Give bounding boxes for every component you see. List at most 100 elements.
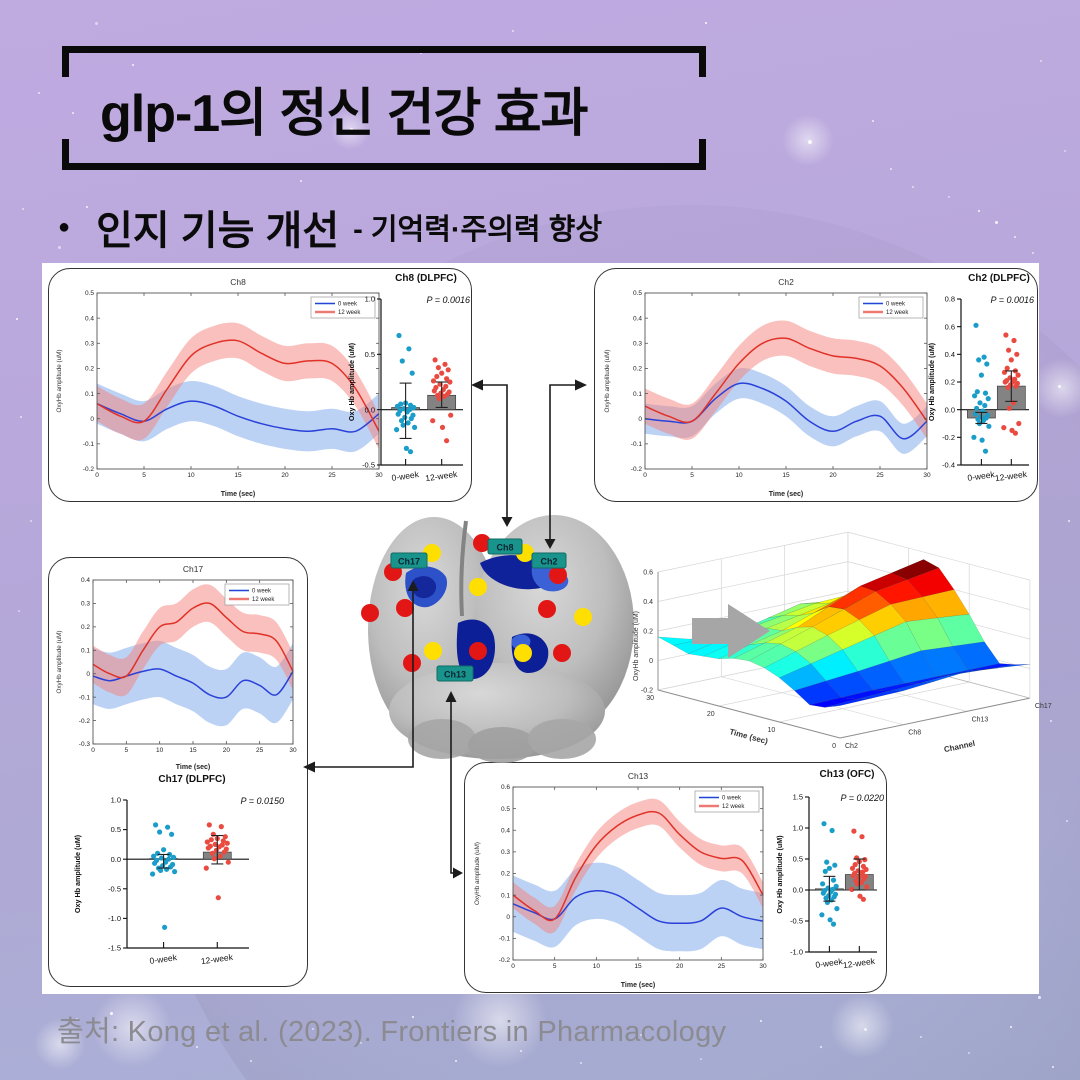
svg-text:30: 30 xyxy=(289,747,297,754)
svg-text:0: 0 xyxy=(649,658,653,665)
svg-text:0: 0 xyxy=(91,747,95,754)
title-frame: glp-1의 정신 건강 효과 xyxy=(62,46,706,170)
chevron-right-icon xyxy=(692,604,770,658)
svg-text:20: 20 xyxy=(281,472,289,479)
svg-text:-0.1: -0.1 xyxy=(79,694,91,701)
svg-text:12 week: 12 week xyxy=(886,310,909,316)
svg-text:0.2: 0.2 xyxy=(501,871,510,878)
svg-text:0.1: 0.1 xyxy=(501,892,510,899)
svg-text:Ch2: Ch2 xyxy=(845,743,858,750)
svg-text:0: 0 xyxy=(643,472,647,479)
panel-ch17: 0.4 0.3 0.2 0.1 0 -0.1 -0.2 -0.3 0 5 10 15 20 25 30 Ch1… xyxy=(48,557,308,987)
svg-text:-0.1: -0.1 xyxy=(83,441,95,448)
svg-text:0: 0 xyxy=(90,416,94,423)
svg-text:0: 0 xyxy=(638,416,642,423)
svg-text:12-week: 12-week xyxy=(842,956,876,970)
svg-text:OxyHb amplitude (uM): OxyHb amplitude (uM) xyxy=(56,631,63,694)
svg-text:-0.2: -0.2 xyxy=(79,718,91,725)
svg-text:-0.2: -0.2 xyxy=(499,957,511,964)
chip-ch8: Ch8 xyxy=(496,543,513,553)
svg-text:0: 0 xyxy=(95,472,99,479)
svg-text:10: 10 xyxy=(156,747,164,754)
arrow-to-ch13-panel xyxy=(450,701,453,874)
svg-text:12 week: 12 week xyxy=(252,597,275,603)
chart-ch8-timeseries: 0.50.40.30.20.10-0.1-0.20 5 10 15 20 25 30Ch8T… xyxy=(56,277,383,498)
svg-text:-0.5: -0.5 xyxy=(790,917,803,926)
panel-ch8: 0.5 0.4 0.3 0.2 0.1 0 -0.1 -0.2 0 5 10 15 20 25 30 Ch8 T… xyxy=(48,268,472,502)
chart-3d-surface: 0.60.40.20-0.20102030Ch2Ch8Ch13Ch17Time … xyxy=(633,531,1052,754)
svg-text:10: 10 xyxy=(187,472,195,479)
svg-text:15: 15 xyxy=(234,472,242,479)
svg-text:Ch8: Ch8 xyxy=(908,730,921,737)
svg-text:10: 10 xyxy=(735,472,743,479)
svg-text:P = 0.0220: P = 0.0220 xyxy=(841,793,884,803)
svg-text:0.0: 0.0 xyxy=(945,405,955,414)
svg-text:-0.5: -0.5 xyxy=(362,461,375,470)
svg-text:0.5: 0.5 xyxy=(365,350,375,359)
svg-text:Oxy Hb amplitude (uM): Oxy Hb amplitude (uM) xyxy=(775,835,784,914)
svg-text:10: 10 xyxy=(593,963,601,970)
svg-text:20: 20 xyxy=(829,472,837,479)
svg-text:5: 5 xyxy=(125,747,129,754)
svg-text:OxyHb amplitude (uM): OxyHb amplitude (uM) xyxy=(474,842,481,905)
svg-text:Oxy Hb amplitude (uM): Oxy Hb amplitude (uM) xyxy=(73,834,82,913)
panel-ch2: 0.5 0.4 0.3 0.2 0.1 0 -0.1 -0.2 0 5 10 15 20 25 30 Ch2 T… xyxy=(594,268,1038,502)
chart-ch13-timeseries: 0.60.50.40.30.20.10-0.1-0.20 5 10 15 20 25 30C… xyxy=(474,771,767,989)
chip-ch2: Ch2 xyxy=(540,557,557,567)
svg-text:-0.1: -0.1 xyxy=(499,936,511,943)
svg-text:0.6: 0.6 xyxy=(501,784,510,791)
svg-text:0.2: 0.2 xyxy=(643,629,653,636)
svg-text:Ch8 (DLPFC): Ch8 (DLPFC) xyxy=(395,273,457,284)
svg-text:0.5: 0.5 xyxy=(111,825,121,834)
svg-text:Ch2: Ch2 xyxy=(778,277,794,287)
svg-text:0.4: 0.4 xyxy=(643,599,653,606)
svg-text:Oxy Hb amplitude (uM): Oxy Hb amplitude (uM) xyxy=(347,342,356,421)
svg-text:-0.1: -0.1 xyxy=(631,441,643,448)
svg-text:20: 20 xyxy=(223,747,231,754)
svg-text:0.0: 0.0 xyxy=(365,405,375,414)
svg-text:0 week: 0 week xyxy=(722,796,742,802)
svg-text:10: 10 xyxy=(768,727,776,734)
svg-text:-0.2: -0.2 xyxy=(641,688,653,695)
svg-text:0.2: 0.2 xyxy=(85,366,94,373)
connector-arrows xyxy=(303,379,770,879)
svg-text:12-week: 12-week xyxy=(200,952,234,966)
svg-text:P = 0.0016: P = 0.0016 xyxy=(427,295,470,305)
svg-text:-0.4: -0.4 xyxy=(942,461,955,470)
svg-text:Ch8: Ch8 xyxy=(230,277,246,287)
svg-text:15: 15 xyxy=(634,963,642,970)
svg-text:Ch13: Ch13 xyxy=(628,771,649,781)
svg-text:OxyHb amplitude (uM): OxyHb amplitude (uM) xyxy=(633,611,640,681)
svg-text:0.4: 0.4 xyxy=(81,577,90,584)
arrow-to-ch17-panel xyxy=(315,590,414,768)
svg-text:0.3: 0.3 xyxy=(85,340,94,347)
svg-text:0.4: 0.4 xyxy=(945,350,955,359)
chart-ch2-timeseries: 0.50.40.30.20.10-0.1-0.20 5 10 15 20 25 30Ch2T… xyxy=(604,277,931,498)
svg-text:Time (sec): Time (sec) xyxy=(621,982,656,989)
panel-ch13: 0.6 0.5 0.4 0.3 0.2 0.1 0 -0.1 -0.2 0 5 10 15 20 25 30 C… xyxy=(464,762,887,993)
svg-text:0.3: 0.3 xyxy=(633,340,642,347)
bullet-sub-text: - 기억력·주의력 향상 xyxy=(353,214,602,246)
svg-text:0.5: 0.5 xyxy=(633,290,642,297)
svg-text:Ch13: Ch13 xyxy=(972,716,989,723)
svg-text:12-week: 12-week xyxy=(994,469,1028,483)
svg-text:Ch13 (OFC): Ch13 (OFC) xyxy=(820,769,875,780)
svg-text:30: 30 xyxy=(923,472,931,479)
svg-text:0.4: 0.4 xyxy=(85,315,94,322)
chart-ch2-scatter: Ch2 (DLPFC) P = 0.0016 0.8 0.6 0.4 0.2 0.0 -0.2… xyxy=(927,273,1034,483)
svg-text:0 week: 0 week xyxy=(252,589,272,595)
svg-text:-0.2: -0.2 xyxy=(942,433,955,442)
chip-ch13: Ch13 xyxy=(444,670,466,680)
source-citation: 출처: Kong et al. (2023). Frontiers in Pha… xyxy=(57,1016,727,1048)
svg-text:0.2: 0.2 xyxy=(81,624,90,631)
svg-text:-0.2: -0.2 xyxy=(83,466,95,473)
svg-text:0-week: 0-week xyxy=(967,469,996,483)
svg-text:OxyHb amplitude (uM): OxyHb amplitude (uM) xyxy=(56,350,63,413)
svg-text:5: 5 xyxy=(553,963,557,970)
svg-text:0: 0 xyxy=(506,914,510,921)
svg-text:1.0: 1.0 xyxy=(111,796,121,805)
bullet-line: ● 인지 기능 개선 - 기억력·주의력 향상 xyxy=(58,198,602,256)
frame-corner-icon xyxy=(62,53,69,77)
arrow-to-ch2-panel xyxy=(549,384,575,540)
